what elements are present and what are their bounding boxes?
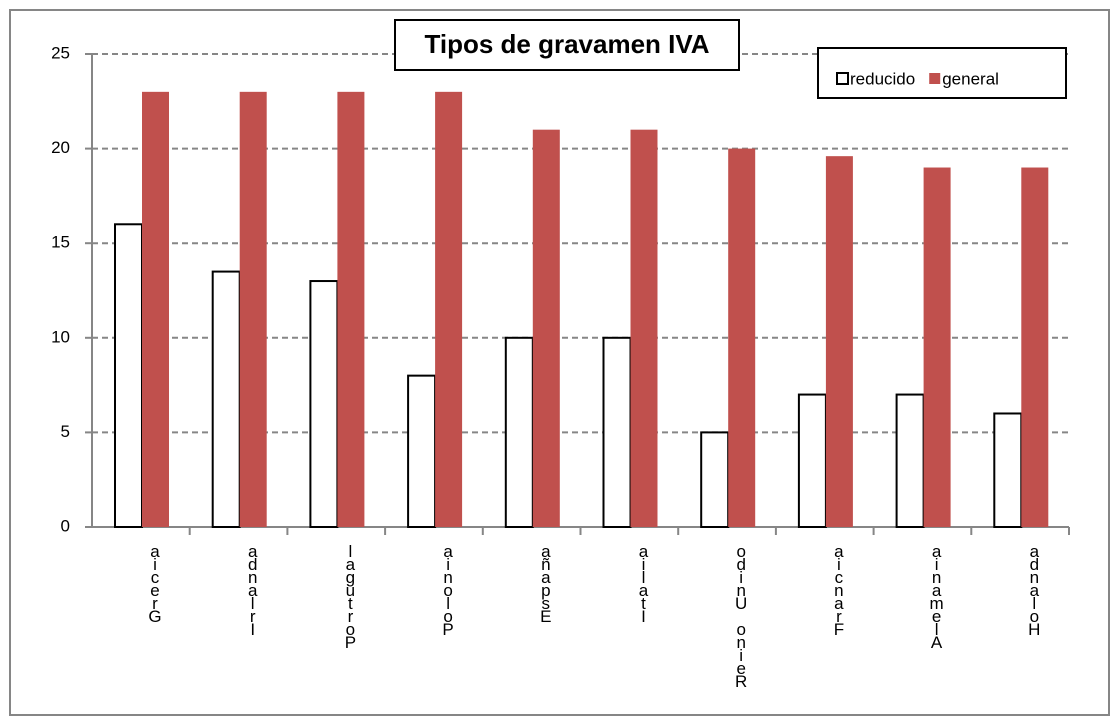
x-tick-label: Irlanda <box>248 542 258 639</box>
bar <box>532 129 560 527</box>
y-tick-label: 0 <box>61 516 70 535</box>
x-tick-label: Francia <box>834 542 844 639</box>
bar <box>993 412 1023 529</box>
y-tick-label: 20 <box>51 138 70 157</box>
x-tick-label: Portugal <box>345 542 356 652</box>
legend-swatch <box>836 72 849 85</box>
bar <box>211 270 241 528</box>
chart-title: Tipos de gravamen IVA <box>424 29 709 59</box>
legend-swatch <box>929 73 941 84</box>
y-tick-label: 15 <box>51 233 70 252</box>
x-tick-label: Holanda <box>1028 542 1040 639</box>
bar <box>114 223 143 528</box>
legend-label: reducido <box>850 69 915 88</box>
title-box <box>394 19 740 71</box>
legend-label: general <box>942 69 999 88</box>
y-tick-label: 10 <box>51 327 70 346</box>
x-tick-label: Polonia <box>442 542 453 639</box>
x-tick-label: Italia <box>639 542 649 626</box>
x-tick-label: Reino Unido <box>735 542 747 691</box>
x-tick-label: España <box>540 542 551 626</box>
bar <box>504 336 534 528</box>
bar <box>239 91 267 527</box>
bar <box>700 431 730 528</box>
bar <box>728 148 756 527</box>
legend-box <box>817 47 1067 99</box>
x-tick-label: Grecia <box>148 542 161 626</box>
bar <box>407 374 437 529</box>
bar <box>142 91 169 527</box>
bar <box>435 91 463 527</box>
bar <box>602 336 632 528</box>
bar <box>923 167 951 527</box>
bar <box>825 156 853 527</box>
bar <box>309 280 339 529</box>
y-tick-label: 5 <box>61 422 70 441</box>
bar <box>1021 167 1049 527</box>
x-tick-label: Alemania <box>930 542 944 652</box>
bar <box>630 129 658 527</box>
y-tick-label: 25 <box>51 43 70 62</box>
bar <box>895 393 925 528</box>
bar <box>797 393 827 528</box>
bar <box>337 91 365 527</box>
